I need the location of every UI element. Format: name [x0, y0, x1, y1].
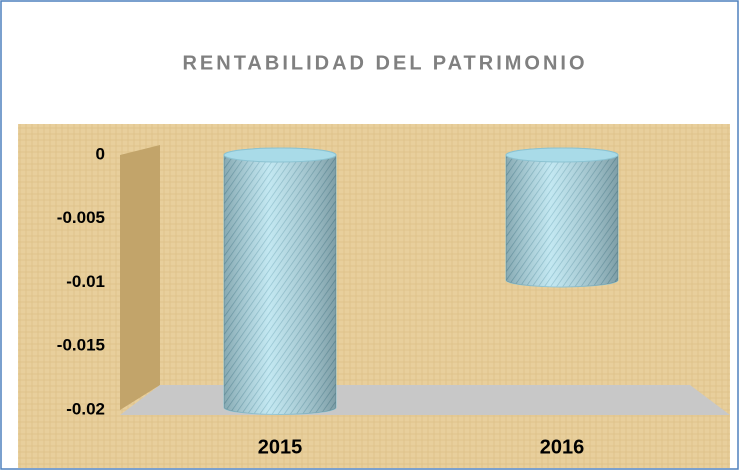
- bar-top: [505, 147, 619, 163]
- y-tick-label: -0.015: [57, 336, 105, 355]
- y-tick-label: 0: [96, 144, 105, 163]
- y-tick-label: -0.02: [66, 399, 105, 418]
- wall: [120, 145, 160, 410]
- y-tick-label: -0.01: [66, 272, 105, 291]
- bar-shade: [224, 148, 336, 415]
- y-tick-label: -0.005: [57, 208, 105, 227]
- x-tick-label: 2015: [258, 436, 303, 458]
- floor: [120, 385, 730, 415]
- chart-title: RENTABILIDAD DEL PATRIMONIO: [182, 52, 587, 74]
- bar-top: [223, 147, 337, 163]
- bar-shade: [506, 148, 618, 287]
- x-tick-label: 2016: [540, 436, 585, 458]
